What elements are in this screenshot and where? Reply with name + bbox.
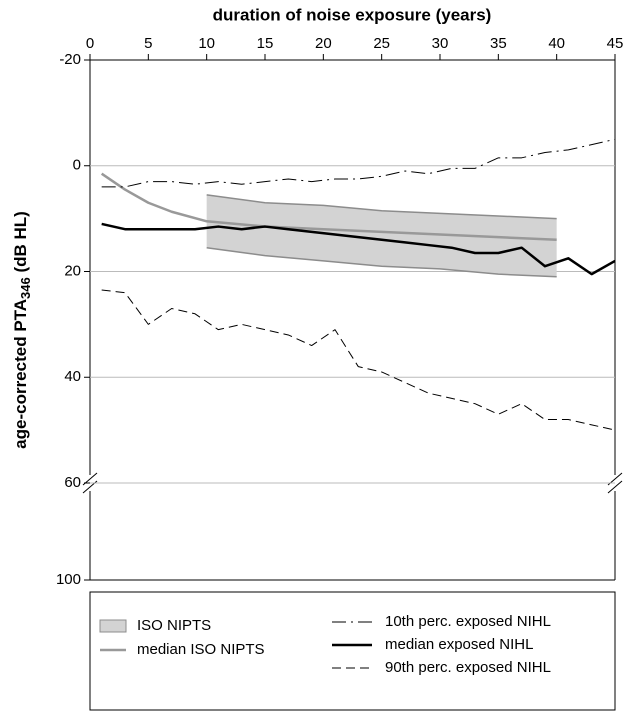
x-tick-label: 20: [315, 35, 332, 52]
y-label-sub: 346: [18, 277, 33, 299]
y-tick-label: 40: [64, 368, 81, 385]
x-axis-label: duration of noise exposure (years): [213, 5, 492, 24]
x-tick-label: 45: [607, 35, 624, 52]
legend-label: median ISO NIPTS: [137, 641, 265, 658]
series-line: [101, 289, 616, 431]
x-tick-label: 25: [373, 35, 390, 52]
y-tick-label: 60: [64, 474, 81, 491]
x-tick-label: 5: [144, 35, 152, 52]
x-tick-label: 0: [86, 35, 94, 52]
y-label-text: age-corrected PTA: [11, 299, 30, 449]
x-tick-label: 10: [198, 35, 215, 52]
y-tick-label: 100: [56, 571, 81, 588]
y-label-suffix: (dB HL): [11, 211, 30, 277]
y-tick-label: 20: [64, 262, 81, 279]
legend-label: median exposed NIHL: [385, 636, 533, 653]
legend-label: 10th perc. exposed NIHL: [385, 613, 551, 630]
legend-label: 90th perc. exposed NIHL: [385, 659, 551, 676]
x-tick-label: 15: [257, 35, 274, 52]
band-lower: [206, 246, 557, 278]
legend-label: ISO NIPTS: [137, 617, 211, 634]
series-line: [101, 138, 616, 188]
legend-box: [89, 591, 616, 711]
x-tick-label: 40: [548, 35, 565, 52]
y-tick-label: 0: [73, 157, 81, 174]
x-tick-label: 35: [490, 35, 507, 52]
axis-break: [607, 480, 623, 494]
y-axis-label: age-corrected PTA346 (dB HL): [11, 211, 33, 449]
y-tick-label: -20: [59, 51, 81, 68]
band-upper: [206, 194, 557, 220]
series-line: [101, 222, 616, 276]
legend-swatch: [99, 619, 127, 633]
x-tick-label: 30: [432, 35, 449, 52]
band-fill: [206, 194, 557, 277]
